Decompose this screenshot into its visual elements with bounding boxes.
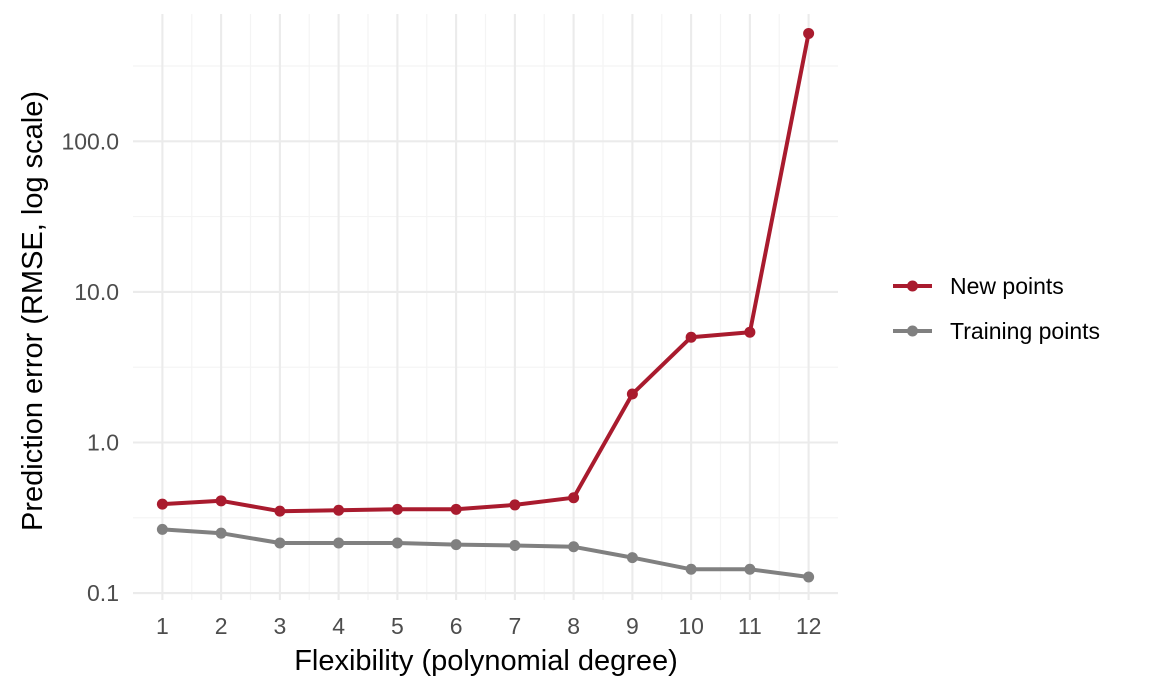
x-tick-label: 8 [567,613,580,639]
y-axis-title: Prediction error (RMSE, log scale) [17,91,49,531]
x-axis-ticks: 1 2 3 4 5 6 7 8 9 10 11 12 [156,613,821,639]
series-new-points [156,27,815,517]
data-point-new-points [509,499,521,511]
data-point-training-points [803,571,815,583]
legend-label: New points [950,273,1064,299]
y-tick-label: 0.1 [87,580,119,606]
data-point-new-points [803,27,815,39]
legend-item-training-points: Training points [893,318,1100,344]
x-tick-label: 10 [678,613,704,639]
data-point-new-points [568,492,580,504]
x-tick-label: 12 [796,613,822,639]
series-line-training-points [160,527,811,579]
data-point-new-points [450,503,462,515]
grid [133,14,838,600]
series-training-points [156,523,815,583]
legend-key-point [907,280,918,292]
data-point-new-points [274,505,286,517]
data-point-new-points [156,498,168,510]
data-point-training-points [156,523,168,535]
data-point-training-points [685,563,697,575]
y-tick-label: 1.0 [87,429,119,455]
legend-key-point [907,325,918,337]
y-tick-label: 100.0 [61,128,119,154]
data-point-new-points [333,504,345,516]
legend-item-new-points: New points [893,273,1064,299]
data-point-training-points [568,541,580,553]
x-tick-label: 1 [156,613,169,639]
x-tick-label: 5 [391,613,404,639]
series-layer [156,27,815,583]
data-point-training-points [391,537,403,549]
data-point-training-points [215,527,227,539]
data-point-training-points [744,563,756,575]
data-point-new-points [685,331,697,343]
data-point-training-points [450,539,462,551]
x-tick-label: 2 [215,613,228,639]
data-point-new-points [626,388,638,400]
data-point-training-points [333,537,345,549]
x-tick-label: 4 [332,613,345,639]
x-tick-label: 7 [508,613,521,639]
data-point-new-points [215,495,227,507]
x-tick-label: 3 [273,613,286,639]
legend-label: Training points [950,318,1100,344]
y-tick-label: 10.0 [74,279,119,305]
x-axis-title: Flexibility (polynomial degree) [294,645,678,677]
data-point-training-points [626,552,638,564]
data-point-training-points [509,540,521,552]
x-tick-label: 6 [450,613,463,639]
data-point-new-points [744,326,756,338]
y-axis-ticks: 0.1 1.0 10.0 100.0 [61,128,119,606]
x-tick-label: 9 [626,613,639,639]
data-point-training-points [274,537,286,549]
series-line-new-points [160,31,811,514]
legend: New points Training points [893,273,1100,344]
x-tick-label: 11 [738,613,762,639]
data-point-new-points [391,503,403,515]
